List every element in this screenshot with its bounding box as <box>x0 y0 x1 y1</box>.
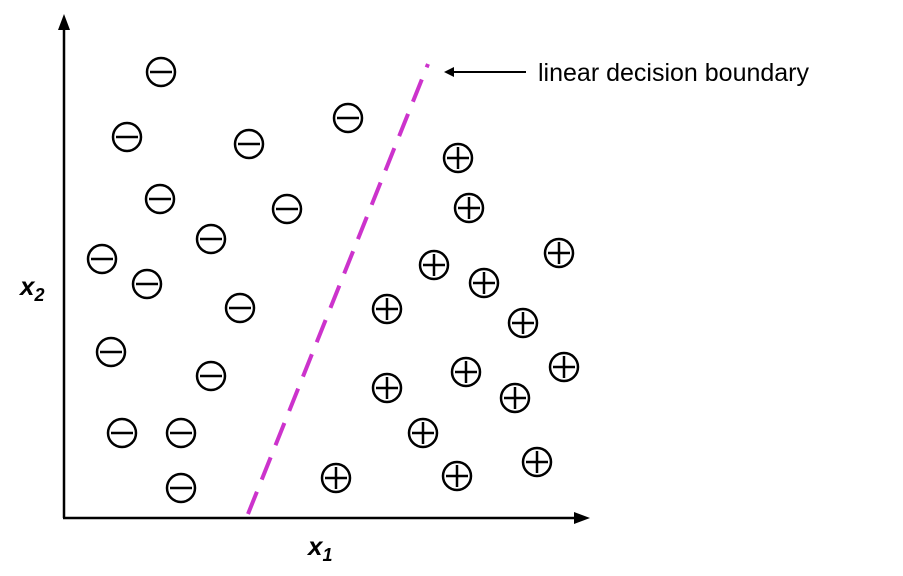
negative-point <box>106 417 138 449</box>
negative-point <box>144 183 176 215</box>
positive-point <box>320 462 352 494</box>
y-axis-var: x <box>18 271 36 301</box>
negative-point <box>195 223 227 255</box>
x-axis-label: x1 <box>306 531 332 565</box>
positive-point <box>441 460 473 492</box>
positive-point <box>450 356 482 388</box>
y-axis-arrowhead <box>58 14 70 30</box>
positive-point <box>543 237 575 269</box>
y-axis-label: x2 <box>18 271 44 305</box>
y-axis-sub: 2 <box>33 285 44 305</box>
negative-point <box>165 472 197 504</box>
positive-point <box>371 293 403 325</box>
negative-point <box>165 417 197 449</box>
positive-point <box>468 267 500 299</box>
negative-point <box>145 56 177 88</box>
positive-point <box>371 372 403 404</box>
x-axis-sub: 1 <box>322 545 332 565</box>
x-axis-arrowhead <box>574 512 590 524</box>
negative-point <box>332 102 364 134</box>
positive-point <box>453 192 485 224</box>
positive-point <box>548 351 580 383</box>
points-layer <box>86 56 580 504</box>
positive-point <box>521 446 553 478</box>
negative-point <box>111 121 143 153</box>
negative-point <box>233 128 265 160</box>
negative-point <box>95 336 127 368</box>
negative-point <box>271 193 303 225</box>
negative-point <box>195 360 227 392</box>
positive-point <box>499 382 531 414</box>
positive-point <box>442 142 474 174</box>
negative-point <box>224 292 256 324</box>
positive-point <box>507 307 539 339</box>
positive-point <box>418 249 450 281</box>
positive-point <box>407 417 439 449</box>
x-axis-var: x <box>306 531 324 561</box>
negative-point <box>131 268 163 300</box>
annotation-label: linear decision boundary <box>538 59 810 87</box>
decision-boundary-line <box>246 63 430 515</box>
negative-point <box>86 243 118 275</box>
